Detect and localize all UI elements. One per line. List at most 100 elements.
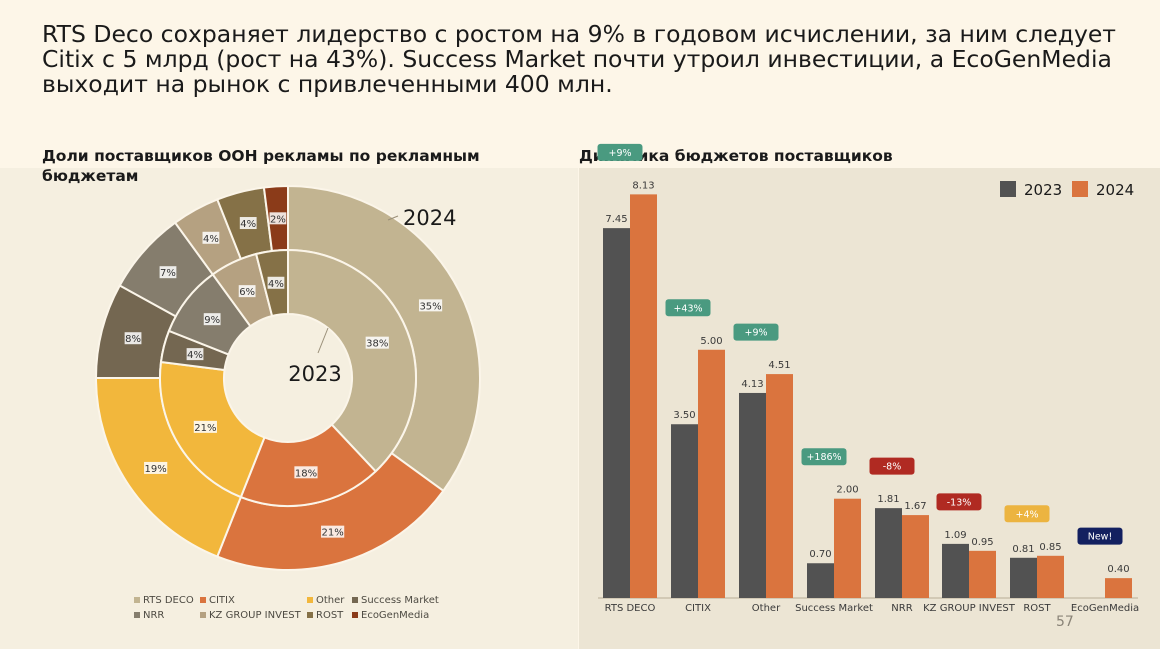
donut-label-2024-success-market: 8% <box>125 334 141 345</box>
donut-label-2024-rost: 4% <box>240 219 256 230</box>
bar-legend-label-2024: 2024 <box>1096 181 1134 199</box>
donut-label-bg-2023-success-market <box>186 348 204 361</box>
headline: RTS Deco сохраняет лидерство с ростом на… <box>42 20 1117 98</box>
bar-2023-kz-group-invest <box>942 543 969 598</box>
donut-label-bg-2023-other <box>193 420 217 433</box>
bar-2024-ecogenmedia <box>1105 578 1132 598</box>
bar-2024-citix <box>698 349 725 598</box>
outer-ring-pointer <box>387 215 399 221</box>
change-badge-text-nrr: -8% <box>883 462 902 473</box>
donut-label-bg-2023-rost <box>267 276 285 289</box>
legend-swatch-success-market <box>352 597 358 603</box>
donut-label-2024-other: 19% <box>145 464 167 475</box>
donut-label-2024-kz-group-invest: 4% <box>203 234 219 245</box>
change-badge-text-kz-group-invest: -13% <box>947 497 972 508</box>
legend-swatch-ecogenmedia <box>352 612 358 618</box>
legend-swatch-nrr <box>134 612 140 618</box>
page-number: 57 <box>1056 614 1074 630</box>
donut-label-bg-2023-nrr <box>203 313 221 326</box>
change-badge-success-market <box>801 448 847 466</box>
donut-label-2023-other: 21% <box>194 423 216 434</box>
donut-label-2023-citix: 18% <box>295 468 317 479</box>
legend-swatch-citix <box>200 597 206 603</box>
outer-ring-year-label: 2024 <box>403 206 456 230</box>
change-badge-rts-deco <box>597 143 643 161</box>
value-label-2024-citix: 5.00 <box>700 336 722 347</box>
bar-2023-rost <box>1010 557 1037 598</box>
bar-2024-nrr <box>902 515 929 598</box>
donut-label-2024-nrr: 7% <box>160 268 176 279</box>
value-label-2023-citix: 3.50 <box>673 410 695 421</box>
bar-legend-swatch-2024 <box>1072 181 1088 197</box>
change-badge-text-rost: +4% <box>1015 509 1038 520</box>
value-label-2023-kz-group-invest: 1.09 <box>944 530 966 541</box>
donut-label-bg-2023-rts-deco <box>365 336 389 349</box>
bar-chart-title: Динамика бюджетов поставщиков <box>579 147 893 165</box>
inner-ring-pointer <box>317 327 329 354</box>
value-label-2023-other: 4.13 <box>741 379 763 390</box>
bar-legend-label-2023: 2023 <box>1024 181 1062 199</box>
change-badge-kz-group-invest <box>936 493 982 511</box>
donut-label-bg-2024-other <box>144 461 168 474</box>
donut-label-2024-citix: 21% <box>322 528 344 539</box>
donut-label-bg-2024-nrr <box>159 266 177 279</box>
change-badge-other <box>733 323 779 341</box>
donut-label-bg-2024-rts-deco <box>418 299 443 312</box>
change-badge-text-ecogenmedia: New! <box>1088 532 1113 543</box>
legend-label-rts-deco: RTS DECO <box>143 595 194 606</box>
category-label-nrr: NRR <box>891 603 912 614</box>
value-label-2023-success-market: 0.70 <box>809 549 831 560</box>
legend-swatch-other <box>307 597 313 603</box>
legend-label-ecogenmedia: EcoGenMedia <box>361 610 429 621</box>
change-badge-rost <box>1004 505 1050 523</box>
legend-label-kz-group-invest: KZ GROUP INVEST <box>209 610 302 621</box>
legend-swatch-rost <box>307 612 313 618</box>
donut-slice-2023-rts-deco <box>287 248 417 473</box>
donut-label-bg-2024-kz-group-invest <box>202 231 220 244</box>
value-label-2023-rts-deco: 7.45 <box>605 214 627 225</box>
change-badge-citix <box>665 299 711 317</box>
legend-label-nrr: NRR <box>143 610 164 621</box>
value-label-2024-rts-deco: 8.13 <box>632 180 654 191</box>
bar-2024-other <box>766 374 793 598</box>
donut-label-2023-success-market: 4% <box>187 350 203 361</box>
change-badge-text-other: +9% <box>744 328 767 339</box>
donut-label-bg-2024-success-market <box>124 332 142 345</box>
category-label-rost: ROST <box>1023 603 1051 614</box>
donut-label-2023-kz-group-invest: 6% <box>239 287 255 298</box>
bar-2024-kz-group-invest <box>969 550 996 598</box>
value-label-2024-nrr: 1.67 <box>904 501 926 512</box>
change-badge-nrr <box>869 457 915 475</box>
donut-label-2024-rts-deco: 35% <box>419 301 441 312</box>
donut-label-2024-ecogenmedia: 2% <box>270 214 286 225</box>
bar-2024-success-market <box>834 498 861 598</box>
category-label-kz-group-invest: KZ GROUP INVEST <box>923 603 1016 614</box>
value-label-2024-kz-group-invest: 0.95 <box>971 537 993 548</box>
value-label-2024-other: 4.51 <box>768 360 790 371</box>
donut-label-2023-rts-deco: 38% <box>366 339 388 350</box>
legend-swatch-rts-deco <box>134 597 140 603</box>
value-label-2024-rost: 0.85 <box>1039 542 1061 553</box>
donut-label-2023-rost: 4% <box>268 279 284 290</box>
bar-legend-swatch-2023 <box>1000 181 1016 197</box>
bar-2024-rost <box>1037 555 1064 598</box>
donut-label-bg-2024-rost <box>239 217 257 230</box>
donut-label-2023-nrr: 9% <box>204 315 220 326</box>
category-label-success-market: Success Market <box>795 603 873 614</box>
donut-label-bg-2024-ecogenmedia <box>269 212 287 225</box>
bar-2023-rts-deco <box>603 228 630 599</box>
category-label-ecogenmedia: EcoGenMedia <box>1071 603 1139 614</box>
inner-ring-year-label: 2023 <box>288 362 341 386</box>
bar-2023-other <box>739 392 766 598</box>
donut-chart-title: Доли поставщиков OOH рекламы по рекламны… <box>42 147 480 185</box>
legend-label-other: Other <box>316 595 345 606</box>
change-badge-text-rts-deco: +9% <box>608 148 631 159</box>
value-label-2023-nrr: 1.81 <box>877 494 899 505</box>
value-label-2023-rost: 0.81 <box>1012 544 1034 555</box>
value-label-2024-ecogenmedia: 0.40 <box>1107 564 1129 575</box>
bar-2023-nrr <box>875 508 902 598</box>
donut-label-bg-2023-citix <box>294 466 318 479</box>
category-label-other: Other <box>752 603 781 614</box>
